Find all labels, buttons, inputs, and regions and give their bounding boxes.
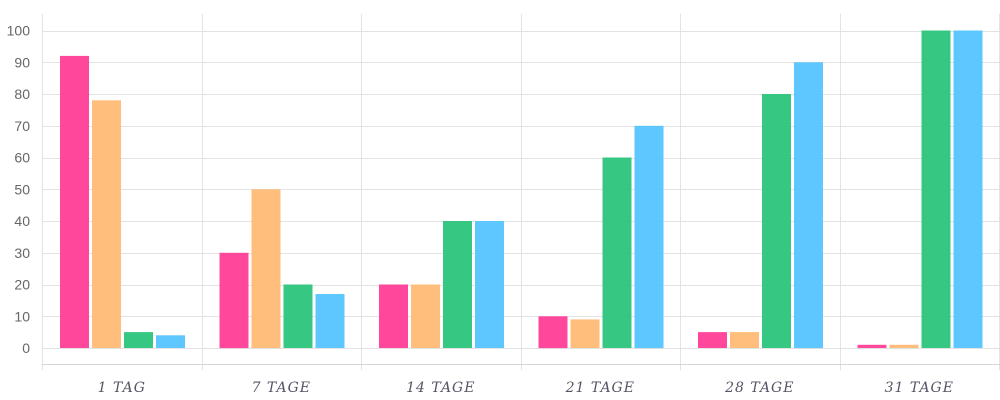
- x-axis-ticks: 1 TAG 7 TAGE 14 TAGE 21 TAGE 28 TAGE 31 TAGE: [98, 380, 954, 396]
- bar[interactable]: [921, 30, 951, 349]
- bar[interactable]: [475, 221, 504, 348]
- bar[interactable]: [602, 157, 632, 349]
- x-tick-label: 31 TAGE: [885, 380, 954, 396]
- bar[interactable]: [124, 332, 153, 348]
- bar[interactable]: [315, 294, 345, 348]
- bar[interactable]: [411, 284, 440, 349]
- bar[interactable]: [762, 94, 791, 348]
- bar[interactable]: [570, 319, 600, 348]
- y-tick-label: 0: [22, 340, 30, 356]
- bar[interactable]: [379, 284, 408, 349]
- bar[interactable]: [283, 284, 313, 349]
- y-axis-ticks: 0 10 20 30 40 50 60 70 80 90 100: [7, 23, 31, 357]
- bar[interactable]: [889, 344, 919, 348]
- bar[interactable]: [698, 332, 727, 348]
- y-tick-label: 80: [14, 86, 30, 102]
- bar[interactable]: [156, 335, 185, 348]
- x-tick-label: 21 TAGE: [565, 380, 635, 396]
- y-tick-label: 30: [14, 245, 30, 261]
- grid: [42, 14, 1000, 370]
- y-tick-label: 50: [14, 181, 30, 197]
- bar[interactable]: [634, 125, 664, 349]
- bar[interactable]: [794, 62, 823, 349]
- x-tick-label: 7 TAGE: [252, 380, 311, 396]
- y-tick-label: 90: [14, 54, 30, 70]
- bar[interactable]: [92, 100, 121, 348]
- bar[interactable]: [857, 344, 887, 348]
- bar[interactable]: [730, 332, 759, 348]
- y-tick-label: 10: [14, 308, 30, 324]
- x-tick-label: 28 TAGE: [724, 380, 794, 396]
- bar[interactable]: [443, 221, 472, 348]
- bar[interactable]: [219, 252, 249, 349]
- bar[interactable]: [251, 189, 281, 349]
- bar[interactable]: [953, 30, 983, 349]
- y-tick-label: 100: [7, 23, 31, 39]
- x-tick-label: 14 TAGE: [406, 380, 475, 396]
- y-tick-label: 60: [14, 150, 30, 166]
- y-tick-label: 20: [14, 277, 30, 293]
- x-tick-label: 1 TAG: [98, 380, 146, 396]
- bar[interactable]: [538, 316, 568, 349]
- y-tick-label: 40: [14, 213, 30, 229]
- y-tick-label: 70: [14, 118, 30, 134]
- bars: [60, 30, 983, 349]
- bar[interactable]: [60, 55, 89, 349]
